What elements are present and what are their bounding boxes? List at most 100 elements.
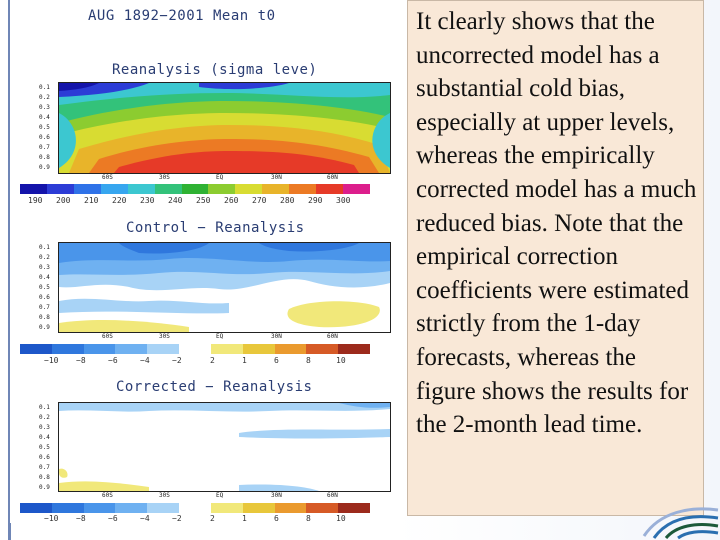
colorbar-swatch bbox=[306, 503, 339, 513]
temperature-colorbar bbox=[20, 184, 370, 194]
colorbar-label: 240 bbox=[168, 196, 183, 205]
colorbar-label: −10 bbox=[44, 514, 59, 523]
colorbar-label: 250 bbox=[196, 196, 211, 205]
figure-title: AUG 1892−2001 Mean t0 bbox=[88, 8, 276, 24]
y-tick: 0.3 bbox=[39, 264, 50, 271]
colorbar-label: −2 bbox=[172, 356, 182, 365]
x-tick: 60S bbox=[102, 492, 113, 499]
y-tick: 0.4 bbox=[39, 434, 50, 441]
colorbar-label: 8 bbox=[306, 356, 311, 365]
y-tick: 0.2 bbox=[39, 414, 50, 421]
y-tick: 0.5 bbox=[39, 284, 50, 291]
control-colorbar bbox=[20, 344, 370, 354]
y-tick: 0.5 bbox=[39, 124, 50, 131]
y-tick: 0.4 bbox=[39, 274, 50, 281]
panel-3-title: Corrected − Reanalysis bbox=[116, 379, 313, 395]
panel-1-title: Reanalysis (sigma leve) bbox=[112, 62, 318, 78]
colorbar-label: 10 bbox=[336, 514, 346, 523]
colorbar-label: 260 bbox=[224, 196, 239, 205]
colorbar-label: 1 bbox=[242, 356, 247, 365]
colorbar-swatch bbox=[51, 503, 84, 513]
colorbar-label: −8 bbox=[76, 514, 86, 523]
colorbar-swatch bbox=[181, 184, 209, 194]
colorbar-swatch bbox=[147, 503, 180, 513]
corrected-colorbar-labels: −10 −8 −6 −4 −2 2 1 6 8 10 bbox=[20, 514, 360, 524]
x-tick: 60N bbox=[327, 174, 338, 181]
colorbar-swatch bbox=[179, 344, 211, 354]
y-tick: 0.7 bbox=[39, 304, 50, 311]
colorbar-label: 300 bbox=[336, 196, 351, 205]
y-tick: 0.9 bbox=[39, 164, 50, 171]
colorbar-label: 220 bbox=[112, 196, 127, 205]
panel-2-title: Control − Reanalysis bbox=[126, 220, 305, 236]
colorbar-label: −6 bbox=[108, 356, 118, 365]
colorbar-label: 200 bbox=[56, 196, 71, 205]
colorbar-swatch bbox=[20, 344, 52, 354]
panel-2-x-axis: 60S 30S EQ 30N 60N bbox=[58, 333, 389, 342]
colorbar-swatch bbox=[83, 503, 116, 513]
x-tick: 30S bbox=[159, 174, 170, 181]
y-tick: 0.1 bbox=[39, 244, 50, 251]
y-tick: 0.9 bbox=[39, 324, 50, 331]
colorbar-swatch bbox=[46, 184, 74, 194]
x-tick: 30N bbox=[271, 333, 282, 340]
figure-panel: AUG 1892−2001 Mean t0 Reanalysis (sigma … bbox=[10, 0, 391, 524]
x-tick: 60N bbox=[327, 492, 338, 499]
colorbar-label: −8 bbox=[76, 356, 86, 365]
colorbar-label: 210 bbox=[84, 196, 99, 205]
x-tick: 30S bbox=[159, 333, 170, 340]
wave-logo-icon bbox=[642, 507, 719, 540]
x-tick: 60S bbox=[102, 333, 113, 340]
colorbar-swatch bbox=[242, 503, 275, 513]
colorbar-swatch bbox=[306, 344, 339, 354]
colorbar-swatch bbox=[262, 184, 290, 194]
y-tick: 0.7 bbox=[39, 464, 50, 471]
corrected-colorbar bbox=[20, 503, 370, 513]
colorbar-swatch bbox=[242, 344, 275, 354]
y-tick: 0.8 bbox=[39, 314, 50, 321]
corrected-bias-map bbox=[58, 402, 391, 492]
colorbar-swatch bbox=[210, 503, 243, 513]
y-tick: 0.8 bbox=[39, 154, 50, 161]
colorbar-label: 6 bbox=[274, 356, 279, 365]
control-bias-map bbox=[58, 242, 391, 333]
temperature-colorbar-labels: 190 200 210 220 230 240 250 260 270 280 … bbox=[20, 196, 360, 206]
colorbar-label: 290 bbox=[308, 196, 323, 205]
colorbar-swatch bbox=[115, 344, 148, 354]
colorbar-label: 230 bbox=[140, 196, 155, 205]
y-tick: 0.1 bbox=[39, 404, 50, 411]
colorbar-swatch bbox=[20, 503, 52, 513]
colorbar-label: −4 bbox=[140, 514, 150, 523]
colorbar-label: 10 bbox=[336, 356, 346, 365]
panel-1-x-axis: 60S 30S EQ 30N 60N bbox=[58, 174, 389, 183]
slide-left-rule bbox=[8, 0, 11, 540]
colorbar-swatch bbox=[147, 344, 180, 354]
colorbar-swatch bbox=[316, 184, 344, 194]
y-tick: 0.1 bbox=[39, 84, 50, 91]
colorbar-swatch bbox=[127, 184, 155, 194]
y-tick: 0.6 bbox=[39, 454, 50, 461]
colorbar-swatch bbox=[338, 503, 370, 513]
colorbar-swatch bbox=[289, 184, 317, 194]
colorbar-swatch bbox=[51, 344, 84, 354]
x-tick: EQ bbox=[216, 174, 224, 181]
colorbar-label: 270 bbox=[252, 196, 267, 205]
y-tick: 0.8 bbox=[39, 474, 50, 481]
colorbar-label: 2 bbox=[210, 514, 215, 523]
colorbar-swatch bbox=[343, 184, 370, 194]
panel-3-y-axis: 0.1 0.2 0.3 0.4 0.5 0.6 0.7 0.8 0.9 bbox=[39, 403, 53, 493]
colorbar-swatch bbox=[20, 184, 47, 194]
panel-2-y-axis: 0.1 0.2 0.3 0.4 0.5 0.6 0.7 0.8 0.9 bbox=[39, 243, 53, 333]
colorbar-label: −10 bbox=[44, 356, 59, 365]
colorbar-label: 1 bbox=[242, 514, 247, 523]
y-tick: 0.2 bbox=[39, 94, 50, 101]
y-tick: 0.6 bbox=[39, 294, 50, 301]
x-tick: EQ bbox=[216, 492, 224, 499]
colorbar-swatch bbox=[73, 184, 101, 194]
y-tick: 0.3 bbox=[39, 424, 50, 431]
colorbar-label: −6 bbox=[108, 514, 118, 523]
y-tick: 0.4 bbox=[39, 114, 50, 121]
colorbar-swatch bbox=[83, 344, 116, 354]
colorbar-swatch bbox=[208, 184, 236, 194]
colorbar-swatch bbox=[179, 503, 211, 513]
